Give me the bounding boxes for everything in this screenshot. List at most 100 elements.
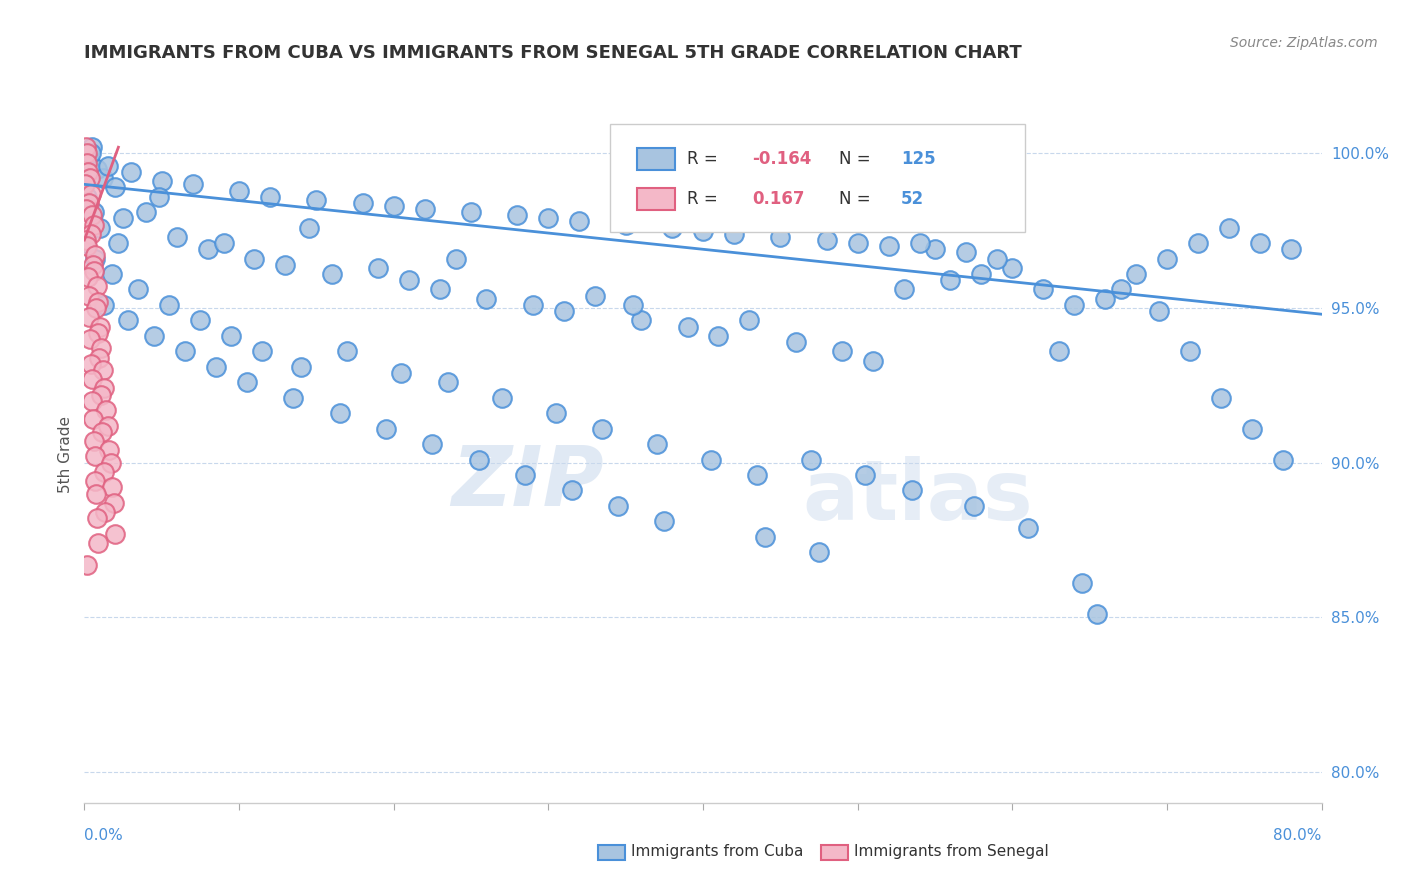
Point (747, 468, 769, 483)
Point (104, 180, 127, 194)
Point (86, 279, 108, 293)
Point (90, 387, 112, 401)
Point (367, 260, 389, 275)
Text: 52: 52 (901, 190, 924, 208)
Point (197, 242, 219, 256)
Point (661, 220, 683, 235)
Point (87, 351, 110, 365)
Point (877, 239, 900, 253)
Point (76, 558, 98, 572)
Point (96, 418, 118, 433)
Point (846, 236, 869, 251)
Bar (637, 148, 675, 170)
Text: Immigrants from Cuba: Immigrants from Cuba (631, 844, 804, 859)
Point (546, 406, 568, 420)
Point (621, 298, 644, 312)
Point (375, 422, 398, 436)
Point (1279, 242, 1302, 256)
Point (86, 326, 108, 340)
Point (243, 252, 266, 266)
Point (91, 363, 114, 377)
Point (93, 381, 115, 395)
Point (676, 319, 699, 334)
Point (83, 434, 105, 448)
Point (645, 437, 668, 451)
Point (391, 366, 413, 380)
Point (413, 202, 436, 216)
Point (117, 313, 139, 327)
Point (235, 376, 259, 390)
Point (86, 161, 108, 176)
Bar (637, 187, 675, 210)
Point (475, 292, 498, 306)
Point (93, 298, 115, 312)
Text: atlas: atlas (801, 456, 1033, 537)
Point (94, 403, 117, 417)
Text: 125: 125 (901, 150, 935, 169)
Point (305, 193, 328, 207)
Point (82, 208, 104, 222)
Point (93, 465, 115, 479)
Point (84, 248, 107, 262)
Point (1047, 344, 1070, 359)
Point (1063, 298, 1085, 312)
Point (607, 499, 630, 513)
Bar (821, 845, 848, 860)
Point (1017, 520, 1039, 534)
Point (290, 359, 312, 374)
Point (148, 190, 170, 204)
Point (75, 202, 97, 216)
Point (84, 301, 107, 315)
Point (82, 140, 104, 154)
Point (84, 252, 107, 266)
Point (79, 332, 101, 346)
Point (98, 443, 121, 458)
Point (522, 298, 544, 312)
Point (1156, 252, 1178, 266)
Y-axis label: 5th Grade: 5th Grade (58, 417, 73, 493)
Point (1187, 236, 1209, 251)
FancyBboxPatch shape (610, 124, 1025, 232)
Point (90, 341, 112, 355)
Point (120, 165, 142, 179)
Point (924, 242, 946, 256)
Point (159, 298, 180, 312)
Point (970, 267, 993, 281)
Point (83, 218, 105, 232)
Point (1109, 283, 1132, 297)
Point (96, 159, 118, 173)
Point (537, 211, 560, 226)
Point (100, 456, 122, 470)
Point (815, 233, 838, 247)
Point (506, 208, 529, 222)
Point (127, 283, 149, 297)
Point (221, 329, 243, 343)
Point (1001, 260, 1024, 275)
Point (1149, 304, 1171, 318)
Point (707, 329, 730, 343)
Point (274, 258, 297, 272)
Point (75, 233, 97, 247)
Text: N =: N = (839, 150, 870, 169)
Point (553, 304, 575, 318)
Point (77, 195, 100, 210)
Point (250, 344, 273, 359)
Point (652, 515, 676, 529)
Point (79, 146, 101, 161)
Point (259, 190, 281, 204)
Point (79, 310, 101, 325)
Point (908, 236, 931, 251)
Point (80, 372, 103, 386)
Point (1180, 344, 1202, 359)
Point (77, 288, 100, 302)
Point (769, 230, 792, 244)
Point (382, 199, 405, 213)
Point (101, 480, 124, 494)
Point (150, 174, 173, 188)
Point (76, 270, 98, 285)
Point (515, 468, 537, 483)
Point (101, 267, 124, 281)
Point (437, 376, 460, 390)
Point (77, 153, 100, 167)
Point (1209, 391, 1232, 405)
